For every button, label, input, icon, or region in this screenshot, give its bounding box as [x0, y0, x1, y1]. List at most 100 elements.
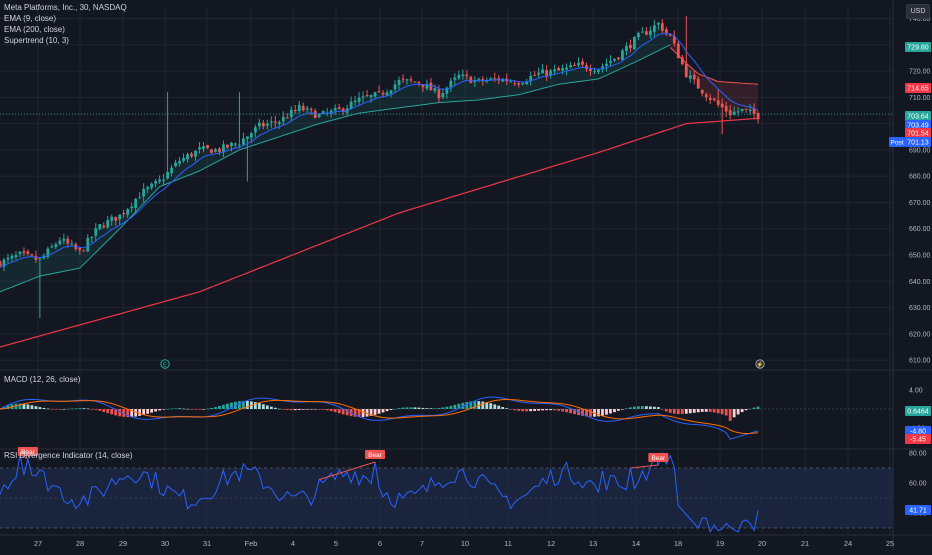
candle[interactable]: [22, 247, 26, 257]
candle[interactable]: [273, 115, 277, 129]
candle[interactable]: [577, 57, 580, 68]
candle[interactable]: [253, 124, 257, 138]
candle[interactable]: [688, 70, 692, 83]
symbol-title[interactable]: Meta Platforms, Inc., 30, NASDAQ: [4, 3, 127, 12]
candle[interactable]: [648, 26, 652, 39]
candle[interactable]: [94, 223, 98, 241]
candle[interactable]: [708, 93, 712, 105]
candle[interactable]: [529, 71, 533, 86]
candle[interactable]: [724, 101, 728, 118]
candle[interactable]: [261, 120, 265, 130]
candle[interactable]: [465, 70, 469, 81]
macd-signal-label[interactable]: -5.45: [905, 434, 931, 444]
candle[interactable]: [54, 242, 58, 250]
rsi-last-value[interactable]: 41.71: [905, 505, 931, 515]
candle[interactable]: [637, 31, 640, 41]
candle[interactable]: [206, 144, 209, 149]
candle[interactable]: [186, 152, 189, 163]
candle[interactable]: [0, 259, 2, 269]
high-line[interactable]: 729.80: [905, 42, 931, 52]
candle[interactable]: [736, 107, 740, 117]
candle[interactable]: [589, 64, 592, 76]
candle[interactable]: [126, 207, 130, 218]
candle[interactable]: [18, 250, 22, 258]
candle[interactable]: [644, 26, 648, 36]
candle[interactable]: [293, 104, 297, 114]
candle[interactable]: [134, 198, 138, 214]
macd-panel[interactable]: [0, 396, 893, 440]
candle[interactable]: [449, 77, 453, 93]
candle[interactable]: [361, 91, 365, 103]
candle[interactable]: [353, 95, 357, 106]
supertrend-level[interactable]: 714.65: [905, 83, 931, 93]
bear-label[interactable]: Bear: [17, 447, 38, 456]
candle[interactable]: [421, 84, 425, 92]
candle[interactable]: [700, 89, 704, 97]
candle[interactable]: [756, 111, 760, 124]
candle[interactable]: [401, 74, 405, 83]
macd-legend[interactable]: MACD (12, 26, close): [4, 375, 81, 384]
candle[interactable]: [752, 103, 756, 120]
candle[interactable]: [10, 253, 14, 263]
candle[interactable]: [409, 76, 413, 83]
candle[interactable]: [541, 63, 545, 74]
candle[interactable]: [234, 142, 237, 148]
bear-label[interactable]: Bear: [365, 450, 386, 459]
candle[interactable]: [38, 258, 42, 319]
candle[interactable]: [640, 27, 644, 33]
candle[interactable]: [680, 54, 684, 66]
candle[interactable]: [676, 40, 680, 59]
candle[interactable]: [672, 30, 676, 47]
earnings-marker[interactable]: E: [160, 359, 170, 369]
candle[interactable]: [50, 243, 54, 249]
candle[interactable]: [301, 102, 305, 112]
macd-histogram-label[interactable]: 0.6464: [905, 406, 931, 416]
post-market[interactable]: 701.13 Post: [889, 137, 931, 147]
currency-button[interactable]: USD: [906, 4, 930, 19]
candle[interactable]: [664, 26, 668, 36]
candle[interactable]: [696, 76, 700, 89]
candle[interactable]: [238, 92, 241, 149]
macd-line[interactable]: [0, 396, 759, 440]
candle[interactable]: [652, 19, 656, 38]
candle[interactable]: [170, 164, 173, 177]
candle[interactable]: [405, 78, 409, 85]
candle[interactable]: [493, 72, 497, 82]
candle[interactable]: [146, 185, 150, 194]
candle[interactable]: [174, 159, 177, 168]
candle[interactable]: [70, 239, 74, 246]
candle[interactable]: [349, 96, 353, 110]
ema9-line[interactable]: [0, 33, 759, 268]
candle[interactable]: [2, 257, 6, 272]
candle[interactable]: [569, 61, 572, 69]
candle[interactable]: [62, 233, 66, 245]
ema200-level[interactable]: 701.54: [905, 128, 931, 138]
candle[interactable]: [98, 223, 102, 231]
candle[interactable]: [309, 107, 313, 115]
candle[interactable]: [130, 202, 134, 213]
candle[interactable]: [305, 105, 309, 114]
candle[interactable]: [581, 58, 584, 69]
candle[interactable]: [533, 70, 537, 77]
candle[interactable]: [732, 106, 736, 116]
macd-macd-label[interactable]: -4.80: [905, 426, 931, 436]
candle[interactable]: [66, 235, 70, 248]
candle[interactable]: [712, 97, 716, 102]
candle[interactable]: [122, 209, 126, 218]
candle[interactable]: [617, 56, 620, 61]
candle[interactable]: [269, 116, 273, 129]
candle[interactable]: [704, 92, 708, 101]
rsi-panel[interactable]: Bear Bear Bear: [0, 447, 893, 533]
bear-label[interactable]: Bear: [648, 453, 669, 462]
candle[interactable]: [257, 118, 261, 130]
candle[interactable]: [357, 92, 361, 105]
candle[interactable]: [150, 182, 154, 190]
ema200-line[interactable]: [0, 117, 759, 348]
candle[interactable]: [573, 62, 576, 66]
candle[interactable]: [241, 132, 245, 146]
candle[interactable]: [281, 111, 285, 126]
candle[interactable]: [609, 55, 612, 67]
candle[interactable]: [549, 68, 553, 79]
candle[interactable]: [692, 70, 696, 85]
